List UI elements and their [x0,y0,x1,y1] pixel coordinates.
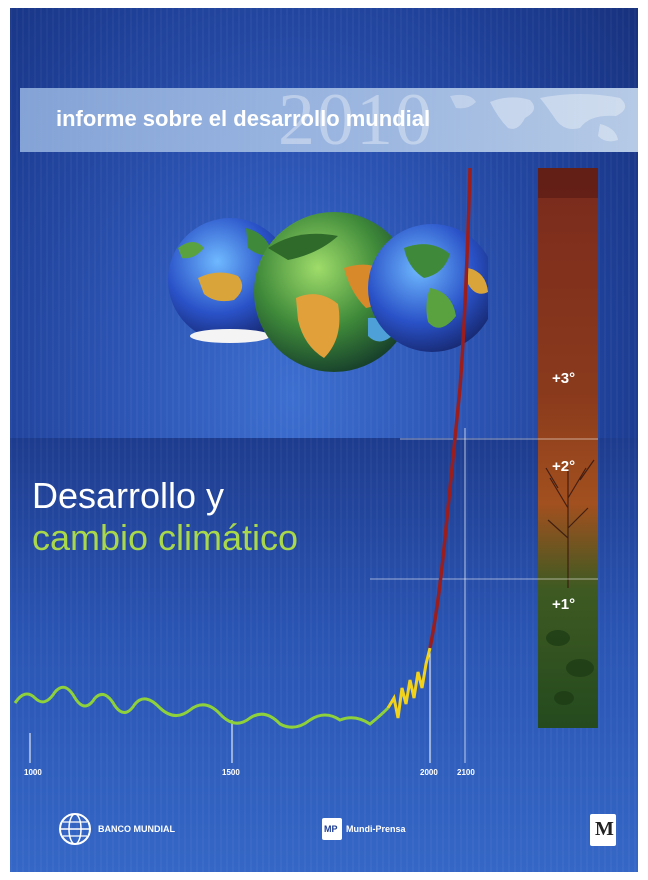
mayol-logo-box: M [590,814,616,846]
world-bank-logo-text: BANCO MUNDIAL [98,824,175,834]
world-map-watermark-icon [450,94,626,142]
timeline-tick-1000: 1000 [24,768,42,777]
header-band [20,88,638,152]
mundi-prensa-logo-box: MP [322,818,342,840]
globes [168,212,488,372]
texture-stripes [10,8,638,872]
book-title-line1: Desarrollo y [32,475,225,516]
lower-background-band [10,438,638,872]
report-series-title: informe sobre el desarrollo mundial [56,106,431,131]
curve-recent-yellow [386,647,432,719]
guide-lines [29,428,598,763]
temperature-label-2: +2° [552,458,576,475]
mundi-prensa-logo-text: Mundi-Prensa [346,824,406,834]
mundi-prensa-mp-text: MP [324,824,338,834]
globe-americas-icon [368,224,488,352]
book-cover: 2010 informe sobre el desarrollo mundial… [10,8,638,872]
mayol-logo-text: M [595,818,614,840]
timeline-tick-2100: 2100 [457,768,475,777]
report-year: 2010 [278,79,434,161]
timeline-tick-1500: 1500 [222,768,240,777]
world-bank-globe-icon [59,813,91,845]
temperature-scale-column [538,168,598,728]
temperature-label-3: +3° [552,370,576,387]
book-title-line2: cambio climático [32,517,299,558]
curve-past-green [13,685,390,729]
temperature-curve [13,167,472,729]
temperature-label-1: +1° [552,596,576,613]
timeline-tick-2000: 2000 [420,768,438,777]
curve-projection-red [428,167,472,649]
